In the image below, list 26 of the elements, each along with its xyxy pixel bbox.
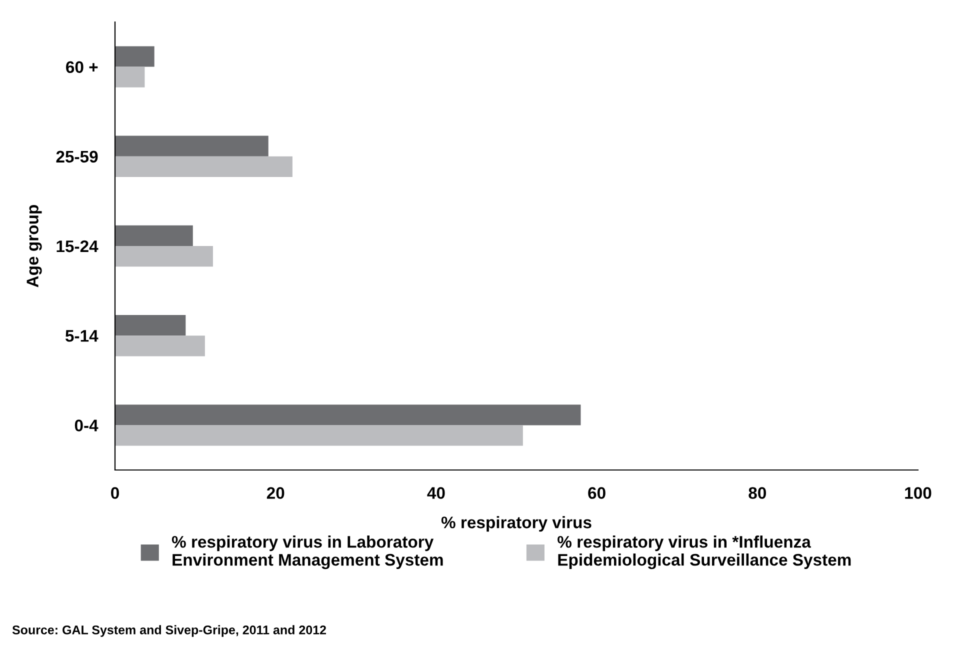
legend-label: % respiratory virus in *Influenza Epidemiological Surveillance System <box>558 536 851 570</box>
bar <box>115 46 154 67</box>
bar <box>115 336 205 356</box>
y-tick-label: 25-59 <box>56 150 98 163</box>
x-tick-label: 60 <box>588 487 606 499</box>
legend-label: % respiratory virus in Laboratory Environment Management System <box>172 536 443 570</box>
y-tick-label: 0-4 <box>74 420 98 432</box>
y-tick-label: 60 + <box>66 61 98 74</box>
bar <box>115 425 523 446</box>
x-tick-label: 0 <box>111 487 119 499</box>
bar <box>115 225 193 246</box>
bar <box>115 136 268 156</box>
y-tick-label: 15-24 <box>56 240 98 252</box>
bar <box>115 246 213 267</box>
x-tick-label: 40 <box>427 487 445 499</box>
bar <box>115 314 186 336</box>
x-tick-label: 80 <box>748 487 766 499</box>
bar <box>115 404 581 426</box>
x-axis-title: % respiratory virus <box>441 516 592 532</box>
y-tick-label: 5-14 <box>65 330 98 342</box>
y-axis-title: Age group <box>26 205 42 288</box>
bar <box>115 66 145 88</box>
bar <box>115 156 292 178</box>
source-note: Source: GAL System and Sivep-Gripe, 2011 and 2012 <box>12 625 326 637</box>
x-tick-label: 20 <box>266 487 284 499</box>
x-tick-label: 100 <box>905 487 932 499</box>
